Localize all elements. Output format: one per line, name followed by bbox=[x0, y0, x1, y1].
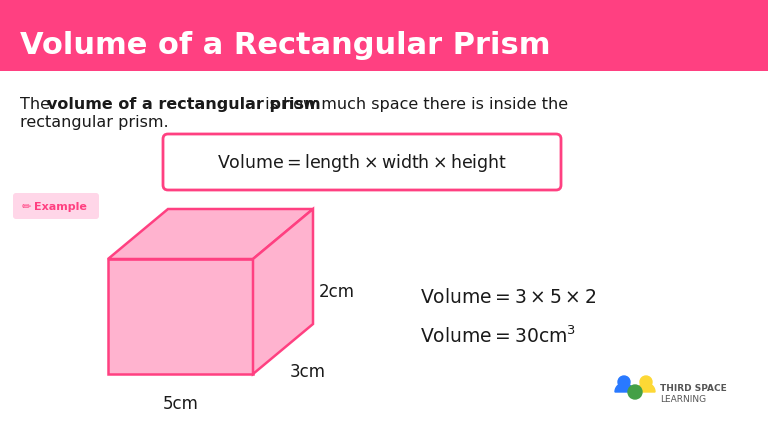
Polygon shape bbox=[108, 260, 253, 374]
Polygon shape bbox=[615, 383, 633, 392]
FancyBboxPatch shape bbox=[0, 0, 768, 72]
Text: The: The bbox=[20, 97, 55, 112]
Text: 2cm: 2cm bbox=[319, 283, 355, 301]
FancyBboxPatch shape bbox=[163, 135, 561, 191]
FancyBboxPatch shape bbox=[13, 194, 99, 220]
Circle shape bbox=[628, 385, 642, 399]
Text: $\mathrm{Volume = 30cm^3}$: $\mathrm{Volume = 30cm^3}$ bbox=[420, 325, 576, 347]
Text: Example: Example bbox=[34, 201, 87, 211]
Text: THIRD SPACE: THIRD SPACE bbox=[660, 383, 727, 392]
Text: ✏: ✏ bbox=[22, 201, 31, 211]
Text: 3cm: 3cm bbox=[290, 362, 326, 380]
Text: LEARNING: LEARNING bbox=[660, 394, 706, 403]
Text: 5cm: 5cm bbox=[163, 394, 198, 412]
Text: $\mathrm{Volume = length \times width \times height}$: $\mathrm{Volume = length \times width \t… bbox=[217, 151, 507, 174]
Text: rectangular prism.: rectangular prism. bbox=[20, 115, 169, 130]
Circle shape bbox=[618, 376, 630, 388]
Text: Volume of a Rectangular Prism: Volume of a Rectangular Prism bbox=[20, 31, 551, 60]
Polygon shape bbox=[253, 210, 313, 374]
Polygon shape bbox=[637, 383, 655, 392]
Circle shape bbox=[640, 376, 652, 388]
Polygon shape bbox=[108, 210, 313, 260]
Text: is how much space there is inside the: is how much space there is inside the bbox=[260, 97, 568, 112]
Text: volume of a rectangular prism: volume of a rectangular prism bbox=[47, 97, 320, 112]
Text: $\mathrm{Volume = 3 \times 5 \times 2}$: $\mathrm{Volume = 3 \times 5 \times 2}$ bbox=[420, 287, 596, 306]
